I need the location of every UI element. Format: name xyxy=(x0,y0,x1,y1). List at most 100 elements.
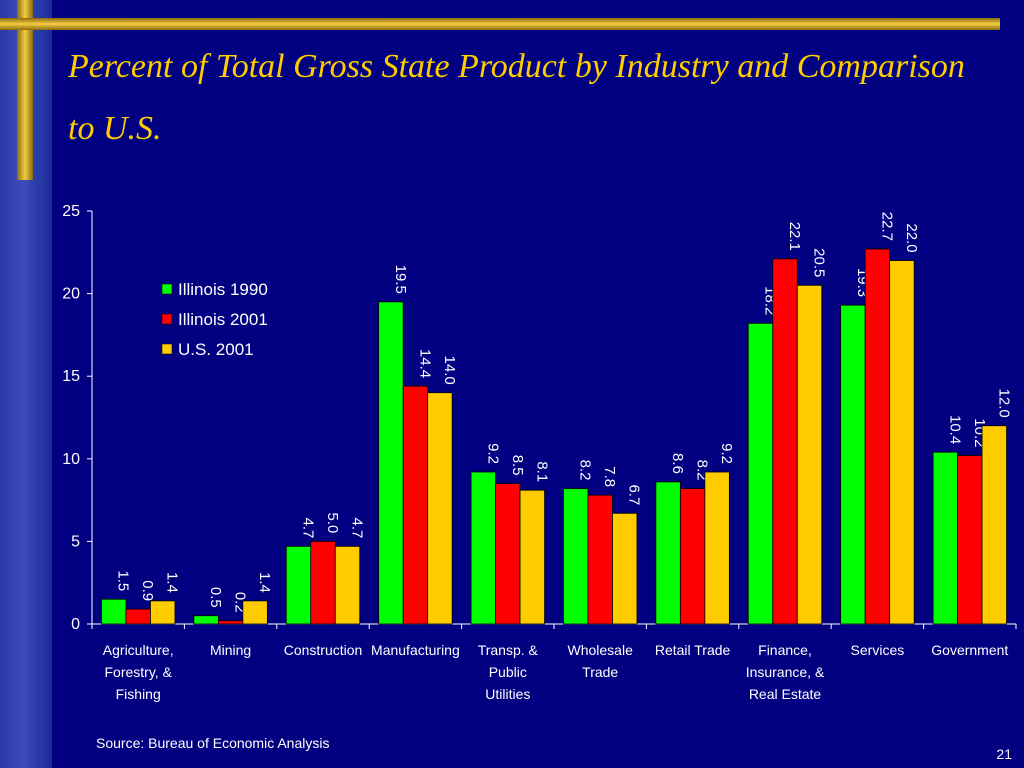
data-label: 4.7 xyxy=(300,517,317,538)
x-tick-label-line: Forestry, & xyxy=(104,664,172,680)
legend-swatch xyxy=(161,283,173,295)
bar xyxy=(310,541,336,625)
x-tick-label: Services xyxy=(851,642,905,658)
y-tick-label: 10 xyxy=(62,451,80,468)
bar xyxy=(772,258,798,625)
bar xyxy=(495,483,521,625)
bar xyxy=(932,451,958,625)
legend-label: U.S. 2001 xyxy=(178,340,254,359)
data-label: 7.8 xyxy=(601,466,618,487)
x-tick-label-line: Fishing xyxy=(116,686,161,702)
gold-horizontal-accent xyxy=(0,18,1000,30)
x-tick-label-line: Trade xyxy=(582,664,618,680)
data-label: 22.0 xyxy=(903,223,920,252)
bar xyxy=(747,322,774,625)
data-label: 22.1 xyxy=(786,222,803,251)
bar xyxy=(889,260,915,625)
bar xyxy=(402,385,429,625)
data-label: 12.0 xyxy=(995,389,1012,418)
bar xyxy=(612,512,638,625)
y-tick-label: 5 xyxy=(71,533,80,550)
x-tick-label-line: Agriculture, xyxy=(103,642,174,658)
bar xyxy=(242,600,268,625)
x-tick-label: Mining xyxy=(210,642,251,658)
data-label: 9.2 xyxy=(718,443,735,464)
data-label: 1.4 xyxy=(256,572,273,593)
data-label: 10.4 xyxy=(946,415,963,444)
x-tick-label-line: Utilities xyxy=(485,686,530,702)
x-tick-label-line: Finance, xyxy=(758,642,812,658)
bar xyxy=(470,471,496,625)
bar xyxy=(217,620,244,625)
data-label: 5.0 xyxy=(324,513,341,534)
x-tick-label-line: Insurance, & xyxy=(746,664,825,680)
x-tick-label: Government xyxy=(931,642,1008,658)
bar xyxy=(957,455,983,625)
data-label: 19.5 xyxy=(392,265,409,294)
data-label: 9.2 xyxy=(484,443,501,464)
bar xyxy=(679,488,706,625)
x-tick-label-line: Services xyxy=(851,642,905,658)
x-tick-label-line: Transp. & xyxy=(478,642,539,658)
x-tick-label-line: Manufacturing xyxy=(371,642,460,658)
source-note: Source: Bureau of Economic Analysis xyxy=(96,735,330,751)
data-label: 8.2 xyxy=(577,460,594,481)
bar xyxy=(655,481,681,625)
data-label: 14.0 xyxy=(441,356,458,385)
data-label: 8.1 xyxy=(533,461,550,482)
legend-label: Illinois 1990 xyxy=(178,280,268,299)
x-tick-label-line: Construction xyxy=(284,642,363,658)
data-label: 1.5 xyxy=(115,570,132,591)
y-tick-label: 25 xyxy=(62,203,80,220)
x-tick-label: Manufacturing xyxy=(371,642,460,658)
data-label: 0.9 xyxy=(139,580,156,601)
bar xyxy=(864,248,891,625)
x-tick-label: Retail Trade xyxy=(655,642,731,658)
x-tick-label: Finance, Insurance, & Real Estate xyxy=(746,642,825,702)
bar xyxy=(427,392,453,625)
bar xyxy=(587,494,613,625)
legend-swatch xyxy=(161,313,173,325)
data-label: 14.4 xyxy=(416,349,433,378)
data-label: 4.7 xyxy=(349,517,366,538)
y-tick-label: 15 xyxy=(62,368,80,385)
data-label: 0.5 xyxy=(207,587,224,608)
x-tick-label-line: Government xyxy=(931,642,1008,658)
bar xyxy=(378,301,404,625)
x-tick-label: Construction xyxy=(284,642,363,658)
bar xyxy=(840,304,866,625)
bar xyxy=(334,545,361,625)
bar xyxy=(796,284,823,625)
x-tick-label-line: Public xyxy=(489,664,527,680)
x-tick-label: Wholesale Trade xyxy=(568,642,634,680)
bar xyxy=(563,488,589,625)
legend-swatch xyxy=(161,343,173,355)
gold-vertical-accent xyxy=(17,0,33,180)
slide-title: Percent of Total Gross State Product by … xyxy=(68,48,965,147)
bar xyxy=(125,608,151,625)
data-label: 8.6 xyxy=(669,453,686,474)
data-label: 20.5 xyxy=(811,248,828,277)
x-tick-label: Agriculture, Forestry, & Fishing xyxy=(103,642,174,702)
bar xyxy=(704,471,730,625)
data-label: 8.5 xyxy=(509,455,526,476)
page-number: 21 xyxy=(996,746,1012,762)
data-label: 22.7 xyxy=(878,212,895,241)
x-tick-label-line: Wholesale xyxy=(568,642,634,658)
bar xyxy=(101,598,127,625)
x-tick-label-line: Real Estate xyxy=(749,686,822,702)
bar xyxy=(981,425,1007,625)
y-tick-label: 0 xyxy=(71,616,80,633)
data-label: 1.4 xyxy=(164,572,181,593)
legend-label: Illinois 2001 xyxy=(178,310,268,329)
x-tick-label: Transp. & Public Utilities xyxy=(478,642,539,702)
x-tick-label-line: Retail Trade xyxy=(655,642,731,658)
bar xyxy=(285,545,312,625)
data-label: 6.7 xyxy=(626,484,643,505)
y-tick-label: 20 xyxy=(62,286,80,303)
bar xyxy=(519,489,545,625)
x-tick-label-line: Mining xyxy=(210,642,251,658)
bar xyxy=(150,600,176,625)
bar xyxy=(193,615,219,625)
